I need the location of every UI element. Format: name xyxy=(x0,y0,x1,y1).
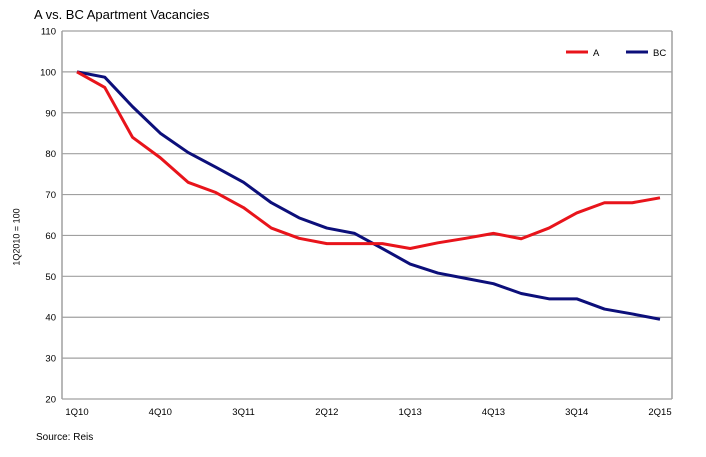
y-tick-label: 110 xyxy=(41,27,56,38)
x-tick-label: 1Q13 xyxy=(399,407,422,418)
y-tick-label: 70 xyxy=(45,190,56,201)
y-tick-label: 90 xyxy=(45,108,56,119)
series-line-bc xyxy=(76,70,661,321)
x-tick-label: 4Q10 xyxy=(149,407,172,418)
y-tick-label: 40 xyxy=(45,313,56,324)
x-tick-label: 3Q11 xyxy=(232,407,255,418)
x-tick-label: 3Q14 xyxy=(565,407,588,418)
y-tick-label: 30 xyxy=(45,354,56,365)
series-line-a xyxy=(76,70,661,251)
legend-label-a: A xyxy=(593,48,600,59)
legend-label-bc: BC xyxy=(653,48,666,59)
y-tick-label: 50 xyxy=(45,272,56,283)
x-tick-label: 1Q10 xyxy=(65,407,88,418)
chart-title: A vs. BC Apartment Vacancies xyxy=(34,7,210,22)
y-tick-label: 60 xyxy=(45,231,56,242)
source-note: Source: Reis xyxy=(36,432,94,443)
y-tick-label: 80 xyxy=(45,149,56,160)
x-tick-label: 2Q12 xyxy=(315,407,338,418)
x-tick-label: 2Q15 xyxy=(648,407,671,418)
y-tick-label: 100 xyxy=(40,67,56,78)
y-tick-label: 20 xyxy=(45,395,56,406)
x-tick-label: 4Q13 xyxy=(482,407,505,418)
